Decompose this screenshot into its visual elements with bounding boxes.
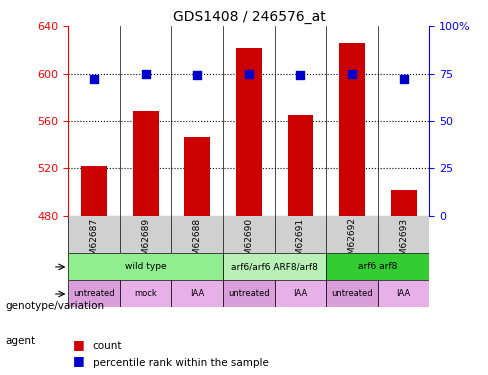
FancyBboxPatch shape — [171, 280, 223, 308]
Point — [90, 76, 98, 82]
Text: GSM62692: GSM62692 — [347, 217, 357, 267]
Text: untreated: untreated — [73, 290, 115, 298]
Text: IAA: IAA — [190, 290, 204, 298]
Text: ■: ■ — [73, 338, 85, 351]
Bar — [339, 43, 365, 216]
Bar — [391, 189, 417, 216]
Text: GSM62690: GSM62690 — [244, 217, 253, 267]
Text: GSM62693: GSM62693 — [399, 217, 408, 267]
Text: GSM62689: GSM62689 — [141, 217, 150, 267]
Point — [245, 70, 253, 76]
Text: wild type: wild type — [125, 262, 166, 272]
Text: GSM62688: GSM62688 — [193, 217, 202, 267]
Point — [348, 70, 356, 76]
Text: arf6/arf6 ARF8/arf8: arf6/arf6 ARF8/arf8 — [231, 262, 318, 272]
Point — [297, 72, 305, 78]
Bar — [133, 111, 159, 216]
Bar — [81, 166, 107, 216]
Text: percentile rank within the sample: percentile rank within the sample — [93, 357, 268, 368]
Text: arf6 arf8: arf6 arf8 — [358, 262, 398, 272]
Bar — [287, 115, 313, 216]
FancyBboxPatch shape — [223, 254, 326, 280]
Bar — [236, 48, 262, 216]
Point — [400, 76, 407, 82]
Bar — [184, 138, 210, 216]
FancyBboxPatch shape — [378, 280, 429, 308]
Text: IAA: IAA — [293, 290, 307, 298]
Text: untreated: untreated — [331, 290, 373, 298]
FancyBboxPatch shape — [326, 280, 378, 308]
FancyBboxPatch shape — [326, 254, 429, 280]
Text: mock: mock — [134, 290, 157, 298]
FancyBboxPatch shape — [120, 280, 171, 308]
Text: genotype/variation: genotype/variation — [5, 301, 104, 310]
FancyBboxPatch shape — [223, 280, 275, 308]
FancyBboxPatch shape — [275, 280, 326, 308]
Text: ■: ■ — [73, 354, 85, 368]
Text: untreated: untreated — [228, 290, 270, 298]
Point — [142, 70, 150, 76]
Text: GSM62687: GSM62687 — [90, 217, 99, 267]
Point — [193, 72, 201, 78]
Text: IAA: IAA — [397, 290, 411, 298]
Text: GSM62691: GSM62691 — [296, 217, 305, 267]
Text: agent: agent — [5, 336, 35, 346]
Title: GDS1408 / 246576_at: GDS1408 / 246576_at — [172, 10, 325, 24]
FancyBboxPatch shape — [68, 280, 120, 308]
FancyBboxPatch shape — [68, 254, 223, 280]
Text: count: count — [93, 340, 122, 351]
